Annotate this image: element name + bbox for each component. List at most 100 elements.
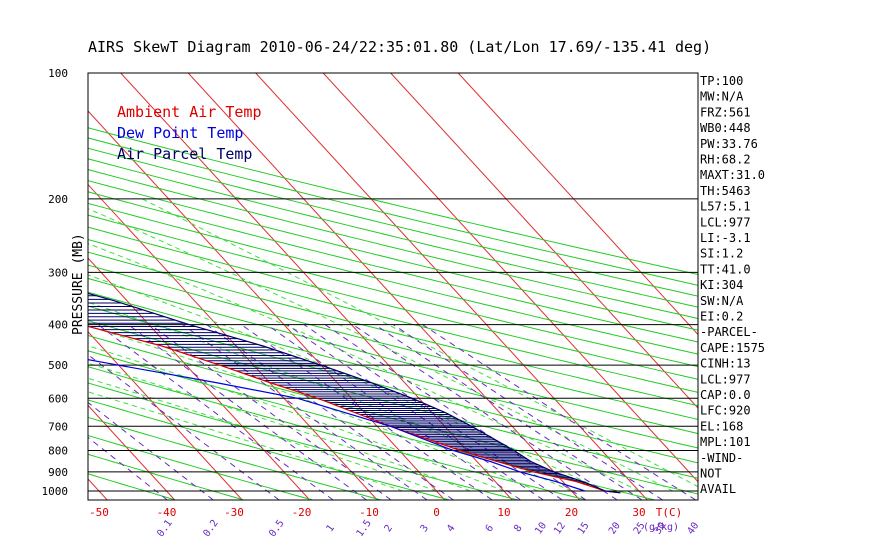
pressure-tick-label: 100: [48, 67, 68, 80]
plot-area: [88, 73, 698, 500]
pressure-tick-label: 400: [48, 319, 68, 332]
dry-adiabat-line: [88, 453, 244, 500]
mixing-ratio-line: [206, 324, 454, 500]
index-entry: LI:-3.1: [700, 231, 751, 245]
isotherm-line: [120, 73, 513, 500]
pressure-tick-label: 300: [48, 266, 68, 279]
dry-adiabat-line: [88, 305, 698, 464]
index-entry: LCL:977: [700, 215, 751, 229]
isotherm-line: [88, 110, 445, 500]
bottom-temp-tick-label: -10: [359, 506, 379, 519]
index-entry: L57:5.1: [700, 200, 751, 214]
mixing-ratio-line: [393, 324, 663, 500]
chart-title: AIRS SkewT Diagram 2010-06-24/22:35:01.8…: [88, 38, 711, 56]
dry-adiabat-line: [88, 399, 450, 500]
dry-adiabat-line: [88, 264, 698, 420]
dry-adiabat-line: [88, 137, 698, 286]
dry-adiabat-line: [88, 169, 698, 320]
dry-adiabat-line: [88, 147, 698, 297]
dry-adiabat-line: [88, 214, 698, 368]
mixing-ratio-tick-label: 1: [325, 523, 337, 534]
mixing-ratio-tick-label: 4: [445, 523, 457, 534]
dry-adiabat-line: [88, 277, 698, 435]
x-axis-label: T(C): [656, 506, 683, 519]
mixing-ratio-tick-label: 0.5: [267, 518, 286, 539]
mixing-ratio-line: [241, 324, 493, 500]
dry-adiabat-line: [88, 202, 698, 355]
mixing-ratio-line: [286, 324, 544, 500]
pressure-tick-label: 800: [48, 444, 68, 457]
series-line-1: [88, 359, 586, 492]
dry-adiabat-line: [88, 334, 698, 495]
mixing-ratio-line: [88, 353, 280, 500]
dry-adiabat-line: [88, 238, 698, 393]
dry-adiabat-line: [88, 382, 518, 500]
isotherm-line: [88, 404, 175, 500]
index-entry: SI:1.2: [700, 247, 743, 261]
mixing-ratio-tick-label: 8: [512, 523, 524, 534]
pressure-tick-label: 700: [48, 420, 68, 433]
mixing-ratio-line: [352, 324, 618, 500]
bottom-temp-tick-label: -20: [292, 506, 312, 519]
bottom-temp-tick-label: -30: [224, 506, 244, 519]
mixing-ratio-tick-label: 15: [576, 520, 592, 536]
index-entry: PW:33.76: [700, 137, 758, 151]
mixing-ratio-tick-label: 40: [685, 520, 701, 536]
plot-frame: [87, 72, 699, 501]
bottom-temp-tick-label: -40: [157, 506, 177, 519]
index-entry: NOT: [700, 467, 722, 481]
bottom-temp-tick-label: 10: [497, 506, 510, 519]
dry-adiabat-line: [88, 251, 698, 407]
isotherm-line: [390, 73, 698, 409]
index-entry: RH:68.2: [700, 153, 751, 167]
dry-adiabats: [88, 127, 698, 500]
index-entry: EL:168: [700, 419, 743, 433]
mixing-ratio-unit-label: (g/kg): [643, 522, 679, 533]
legend: Ambient Air Temp Dew Point Temp Air Parcel…: [117, 103, 262, 163]
index-entry: TT:41.0: [700, 262, 751, 276]
bottom-temp-tick-label: 20: [565, 506, 578, 519]
index-entry: FRZ:561: [700, 105, 751, 119]
dry-adiabat-line: [88, 434, 313, 500]
profile-lines: [88, 292, 621, 494]
mixing-ratio-tick-label: 1.5: [355, 518, 374, 539]
dry-adiabat-line: [88, 366, 587, 500]
index-entry: EI:0.2: [700, 310, 743, 324]
mixing-ratio-line: [150, 324, 392, 500]
isotherm-line: [255, 73, 648, 500]
index-entry: CINH:13: [700, 357, 751, 371]
y-axis-label: PRESSURE (MB): [71, 233, 86, 335]
mixing-ratio-tick-label: 10: [533, 520, 549, 536]
dry-adiabat-line: [88, 350, 655, 500]
pressure-tick-label: 600: [48, 392, 68, 405]
isotherms: [88, 73, 698, 500]
mixing-ratio-line: [374, 324, 643, 500]
index-entry: CAPE:1575: [700, 341, 765, 355]
dry-adiabat-line: [88, 127, 698, 276]
index-entry: WB0:448: [700, 121, 751, 135]
pressure-tick-label: 500: [48, 359, 68, 372]
mixing-ratio-tick-label: 3: [419, 523, 431, 534]
series-line-0: [88, 325, 621, 494]
bottom-temp-tick-label: -50: [89, 506, 109, 519]
series-line-2: [88, 292, 621, 494]
mixing-ratio-tick-label: 12: [552, 520, 568, 536]
mixing-ratio-line: [88, 401, 214, 500]
legend-entry: Air Parcel Temp: [117, 145, 252, 163]
mixing-ratio-line: [128, 324, 367, 500]
mixing-ratio-line: [303, 324, 563, 500]
dry-adiabat-line: [88, 158, 698, 308]
mixing-ratio-line: [324, 324, 587, 500]
dry-adiabat-line: [88, 416, 381, 500]
index-entry: LFC:920: [700, 404, 751, 418]
moist-adiabat-line: [88, 362, 471, 492]
mixing-ratio-lines: [88, 324, 696, 500]
index-entry: CAP:0.0: [700, 388, 751, 402]
pressure-tick-label: 900: [48, 466, 68, 479]
bottom-temp-tick-label: 0: [433, 506, 440, 519]
mixing-ratio-tick-label: 0.1: [155, 518, 174, 539]
isotherm-line: [187, 73, 580, 500]
dry-adiabat-line: [88, 226, 698, 380]
moist-adiabat-line: [88, 208, 674, 492]
